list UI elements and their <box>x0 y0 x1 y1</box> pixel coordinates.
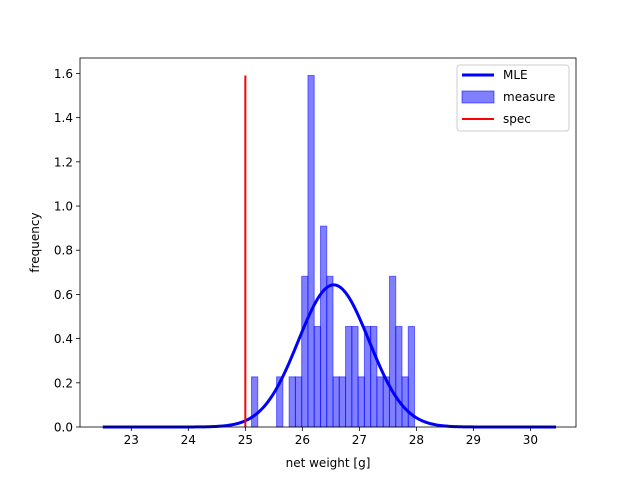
y-tick-label: 1.0 <box>54 200 73 214</box>
legend-spec-label: spec <box>503 112 531 126</box>
legend-measure-label: measure <box>503 90 555 104</box>
x-tick-label: 28 <box>409 433 424 447</box>
legend-box <box>456 64 570 132</box>
histogram-bar <box>294 376 303 428</box>
x-axis-ticks: 23 24 25 26 27 28 29 30 <box>124 427 538 447</box>
histogram-bar <box>388 275 397 428</box>
histogram-bar <box>395 325 403 428</box>
histogram-bar <box>250 376 259 428</box>
histogram-bar <box>326 275 334 428</box>
histogram-bar <box>345 325 353 428</box>
histogram-bars <box>250 74 416 428</box>
x-tick-label: 27 <box>352 433 367 447</box>
histogram-bar <box>313 325 321 428</box>
legend-measure-swatch <box>461 90 495 104</box>
legend: MLE measure spec <box>456 64 570 132</box>
histogram-bar <box>376 376 384 428</box>
x-tick-label: 23 <box>124 433 139 447</box>
y-tick-label: 1.6 <box>54 67 73 81</box>
x-tick-label: 25 <box>238 433 253 447</box>
histogram-bar <box>357 376 365 428</box>
histogram-bar <box>332 376 340 428</box>
x-tick-label: 24 <box>181 433 196 447</box>
histogram-bar <box>401 376 409 428</box>
histogram-bar <box>319 225 328 428</box>
y-axis-label: frequency <box>28 212 42 272</box>
y-tick-label: 0.8 <box>54 244 73 258</box>
x-tick-label: 30 <box>523 433 538 447</box>
y-tick-label: 1.4 <box>54 111 73 125</box>
x-tick-label: 26 <box>295 433 310 447</box>
x-axis-label: net weight [g] <box>286 456 371 470</box>
histogram-bar <box>370 325 378 428</box>
histogram-bar <box>288 376 296 428</box>
plot-frame <box>79 57 577 428</box>
histogram-bar <box>301 275 309 428</box>
y-tick-label: 0.6 <box>54 288 73 302</box>
histogram-bar <box>351 325 359 428</box>
histogram-bar <box>307 74 315 428</box>
y-tick-label: 0.4 <box>54 332 73 346</box>
y-tick-label: 0.0 <box>54 421 73 435</box>
y-axis-ticks: 0.0 0.2 0.4 0.6 0.8 1.0 1.2 1.4 1.6 <box>54 67 80 435</box>
y-tick-label: 1.2 <box>54 155 73 169</box>
histogram-bar <box>338 376 347 428</box>
y-tick-label: 0.2 <box>54 376 73 390</box>
legend-mle-label: MLE <box>503 68 528 82</box>
x-tick-label: 29 <box>466 433 481 447</box>
